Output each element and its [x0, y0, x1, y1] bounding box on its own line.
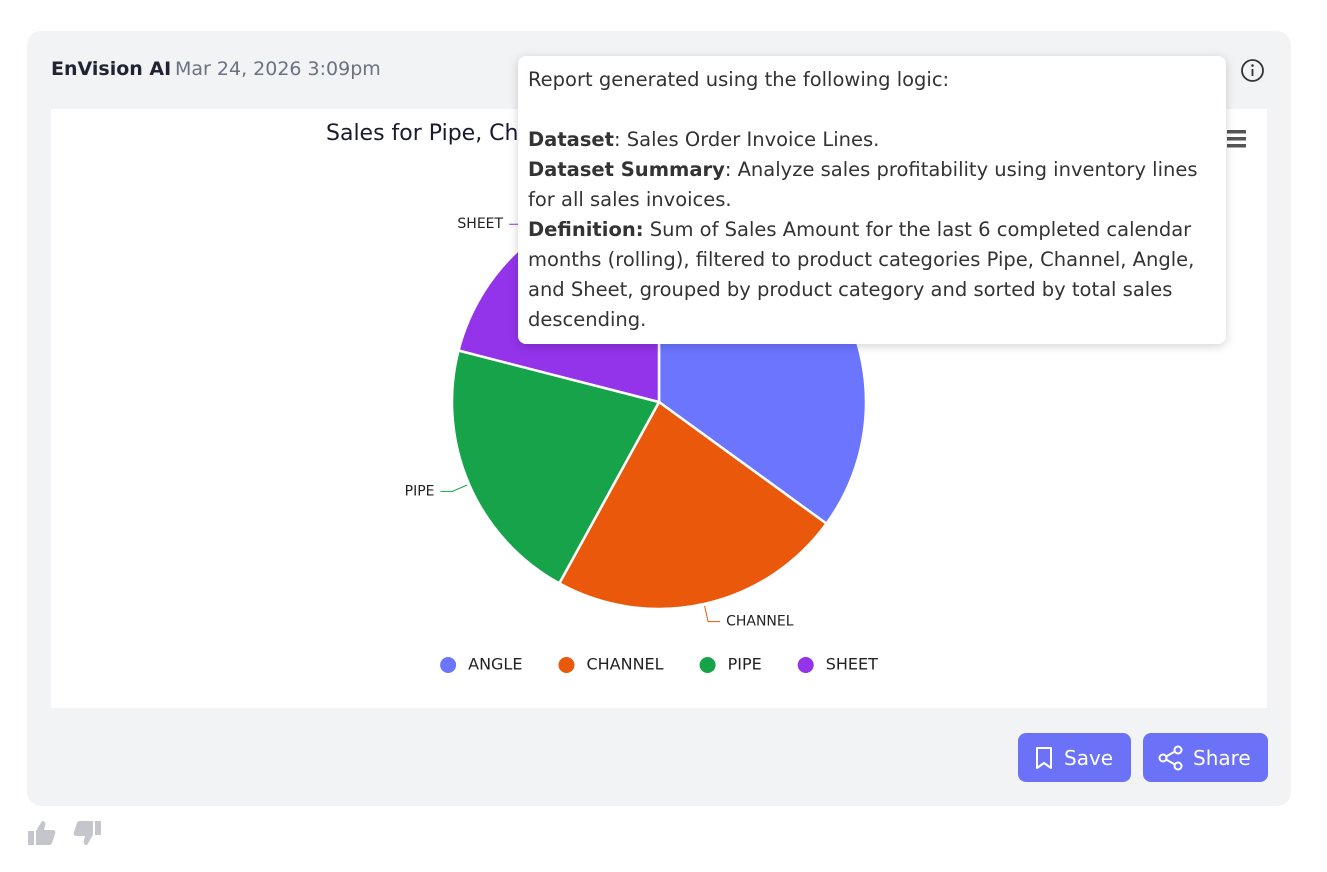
label-connector	[440, 484, 468, 492]
legend-marker	[699, 657, 716, 673]
save-label: Save	[1064, 745, 1114, 770]
feedback-icons	[28, 821, 101, 845]
thumbs-up[interactable]	[28, 821, 56, 845]
tooltip-item: Dataset Summary: Analyze sales profitabi…	[528, 155, 1216, 215]
tooltip-intro: Report generated using the following log…	[528, 68, 950, 91]
pie-slice	[557, 400, 829, 611]
thumbs-down[interactable]	[73, 821, 101, 845]
timestamp: Mar 24, 2026 3:09pm	[175, 58, 381, 80]
slice-label: SHEET	[457, 216, 503, 232]
tooltip-item: Dataset: Sales Order Invoice Lines.	[528, 125, 1216, 155]
pie-slice	[450, 348, 661, 586]
legend-label: ANGLE	[468, 655, 522, 674]
tooltip-items: Dataset: Sales Order Invoice Lines. Datas…	[528, 125, 1216, 335]
share-button[interactable]: Share	[1143, 733, 1268, 782]
chart-title: Sales for Pipe, Ch	[326, 121, 518, 146]
item-text: : Analyze sales profitability using inve…	[528, 158, 1198, 211]
item-label: Dataset Summary	[528, 158, 725, 181]
slice-label: CHANNEL	[726, 614, 794, 630]
item-label: Dataset	[528, 128, 614, 151]
legend-marker	[558, 657, 575, 673]
item-text: Sum of Sales Amount for the last 6 compl…	[528, 218, 1195, 331]
info-tooltip: Report generated using the following log…	[518, 56, 1226, 344]
share-label: Share	[1193, 745, 1251, 770]
menu-icon[interactable]	[1227, 130, 1246, 148]
bookmark-icon	[1036, 746, 1052, 769]
tooltip-item: Definition: Sum of Sales Amount for the …	[528, 215, 1216, 335]
share-icon	[1158, 745, 1183, 770]
slice-label: PIPE	[405, 483, 435, 499]
legend: ANGLE CHANNEL PIPE SHEET	[440, 655, 878, 674]
save-button[interactable]: Save	[1018, 733, 1131, 782]
spacer	[528, 95, 1216, 125]
legend-label: PIPE	[728, 655, 762, 674]
legend-marker	[797, 657, 814, 673]
author: EnVision AI	[51, 58, 172, 80]
legend-label: CHANNEL	[586, 655, 663, 674]
item-label: Definition:	[528, 218, 644, 241]
label-connector	[704, 605, 721, 623]
legend-marker	[440, 657, 457, 673]
legend-label: SHEET	[826, 655, 878, 674]
info-icon[interactable]	[1240, 58, 1265, 83]
item-text: : Sales Order Invoice Lines.	[613, 128, 880, 151]
